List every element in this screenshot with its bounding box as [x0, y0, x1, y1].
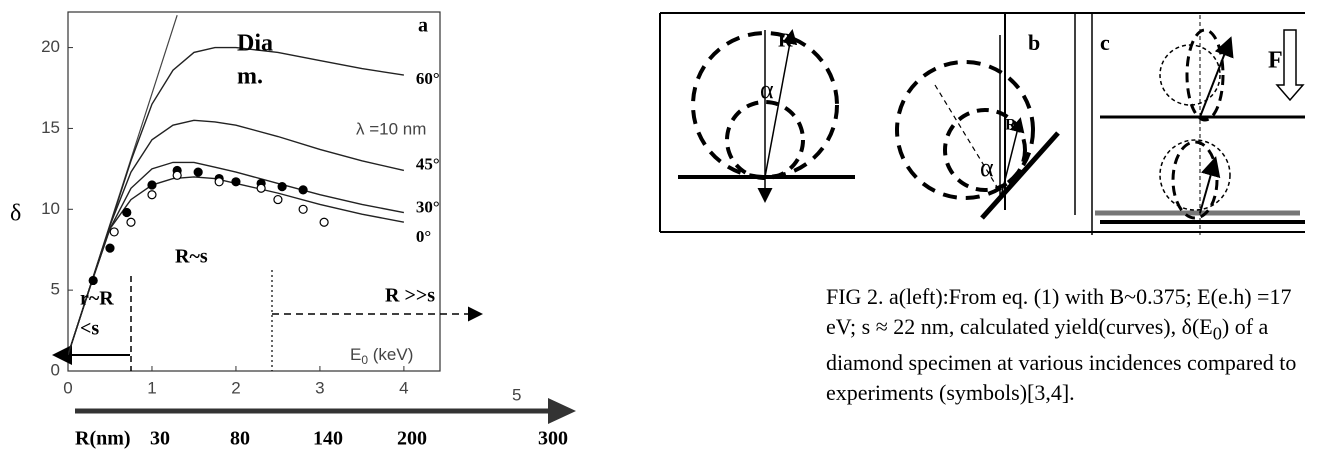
data-point: [319, 217, 329, 227]
y-tick-label: 20: [41, 37, 60, 56]
diagram-label: R: [778, 30, 793, 52]
r-tick-label: 200: [397, 428, 427, 450]
diagram-label: α: [980, 153, 994, 182]
curve: [68, 46, 404, 356]
curve: [68, 161, 405, 356]
curve-label: 30°: [416, 197, 440, 216]
data-point: [256, 183, 266, 193]
circle: [1185, 28, 1225, 122]
annotation: R~s: [175, 246, 208, 268]
circle: [1171, 140, 1219, 220]
circle: [1159, 139, 1231, 211]
annotation: r~R: [80, 288, 114, 310]
caption: FIG 2. a(left):From eq. (1) with B~0.375…: [826, 282, 1324, 408]
diagram: [659, 12, 1305, 235]
curve: [68, 119, 405, 356]
data-point: [147, 190, 157, 200]
x-label-sub: 0: [361, 353, 368, 367]
data-point: [122, 207, 132, 218]
annotation: Dia: [237, 31, 273, 57]
r-tick-label: 300: [538, 428, 568, 450]
annotation: R >>s: [385, 285, 435, 307]
r-tick-label: 80: [230, 428, 250, 450]
r-axis-label: R(nm): [75, 428, 131, 450]
annotation: m.: [237, 64, 263, 90]
x-axis-label: E0 (keV): [350, 345, 413, 367]
annotation: λ =10 nm: [356, 119, 426, 138]
data-point: [88, 275, 98, 286]
data-point: [109, 227, 119, 237]
r-tick-label: 30: [150, 428, 170, 450]
arrow: [764, 29, 798, 178]
data-point: [298, 185, 308, 195]
diagram-label: α: [760, 75, 774, 104]
curve-label: 45°: [416, 154, 440, 173]
diagram-label: R: [1005, 117, 1017, 134]
r-axis-extra: 5: [512, 385, 521, 404]
data-point: [172, 170, 182, 180]
arrow: [1199, 36, 1234, 118]
data-point: [193, 167, 203, 177]
arrow: [1199, 156, 1221, 214]
diagram-label: b: [1028, 30, 1040, 55]
x-tick-label: 1: [147, 378, 156, 397]
data-point: [298, 204, 308, 214]
x-label-main: E: [350, 345, 361, 364]
data-point: [231, 177, 241, 187]
x-tick-label: 0: [63, 378, 72, 397]
x-tick-label: 2: [231, 378, 240, 397]
y-tick-label: 10: [41, 199, 60, 218]
caption-text: ) of a diamond specimen at various incid…: [826, 314, 1297, 406]
circle: [895, 60, 1035, 200]
panel-label: a: [418, 15, 428, 37]
y-axis-label: δ: [10, 201, 21, 227]
x-tick-label: 3: [315, 378, 324, 397]
x-tick-label: 4: [399, 378, 408, 397]
curve-label: 60°: [416, 69, 440, 88]
y-tick-label: 15: [41, 118, 60, 137]
diagram-label: F: [1268, 48, 1283, 74]
circle: [725, 100, 805, 180]
direction-arrow: [1275, 29, 1305, 102]
r-tick-label: 140: [313, 428, 343, 450]
data-point: [277, 182, 287, 192]
x-label-unit: (keV): [368, 345, 413, 364]
data-point: [273, 194, 283, 205]
y-tick-label: 0: [51, 360, 60, 379]
plot-area: [68, 15, 405, 356]
caption-text: FIG 2. a(left):From eq. (1) with B~0.375…: [826, 284, 1292, 339]
normal: [934, 84, 1006, 201]
data-point: [105, 243, 115, 253]
surface: [980, 131, 1060, 220]
diagram-label: c: [1100, 30, 1110, 55]
annotation: <s: [80, 318, 99, 340]
arrow: [999, 117, 1025, 201]
y-tick-label: 5: [51, 280, 60, 299]
r-axis-arrowhead: [548, 398, 576, 424]
data-point: [147, 180, 157, 190]
curve-label: 0°: [416, 227, 431, 246]
data-point: [126, 217, 136, 227]
plot-frame: [67, 11, 441, 372]
data-point: [214, 177, 224, 187]
circle: [691, 31, 839, 179]
circle: [943, 108, 1027, 192]
caption-sub: 0: [1212, 323, 1222, 344]
